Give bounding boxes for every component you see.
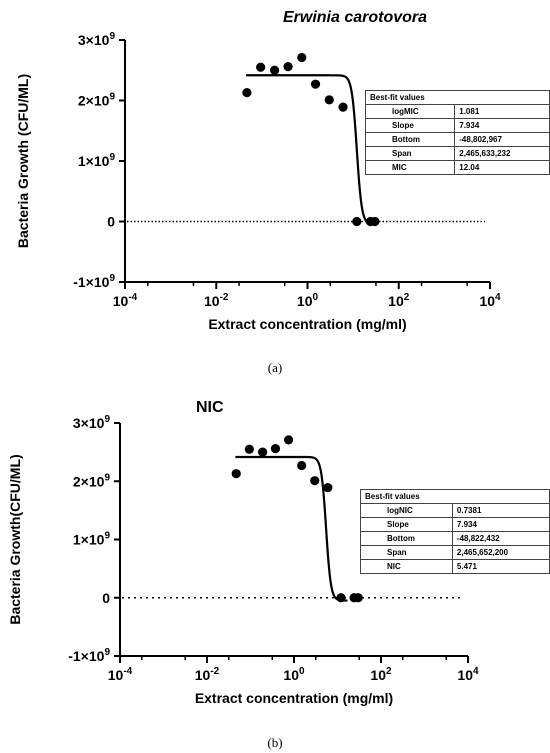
y-axis-label: Bacteria Growth (CFU/ML) <box>15 74 31 248</box>
table-key: logNIC <box>360 503 453 518</box>
table-key: Bottom <box>360 531 453 546</box>
x-tick-label: 10-4 <box>113 292 138 309</box>
table-key: Span <box>364 146 456 161</box>
table-key: Slope <box>360 517 453 532</box>
panel-a: Erwinia carotovora -1×109 0 1×109 2×109 3×109… <box>15 9 550 375</box>
data-point <box>244 444 254 454</box>
table-value: 7.934 <box>454 118 550 133</box>
table-key: Slope <box>364 118 456 133</box>
table-value: 12.04 <box>454 160 550 175</box>
data-point <box>338 102 348 112</box>
x-tick-label: 104 <box>479 292 501 309</box>
data-point <box>283 62 293 72</box>
table-value: 5.471 <box>451 559 550 574</box>
table-row: Bottom -48,822,432 <box>360 531 550 546</box>
x-axis-label: Extract concentration (mg/ml) <box>208 316 406 332</box>
table-header-row: Best-fit values <box>360 489 550 504</box>
data-point <box>323 483 333 493</box>
data-point <box>310 476 320 486</box>
y-tick-label: 3×109 <box>73 414 111 431</box>
best-fit-table-b: Best-fit values logNIC 0.7381 Slope 7.93… <box>360 489 550 574</box>
data-point <box>256 62 266 72</box>
table-key: NIC <box>360 559 453 574</box>
table-row: Bottom -48,802,967 <box>364 132 550 147</box>
table-row: MIC 12.04 <box>364 160 550 175</box>
data-point <box>370 216 380 227</box>
caption-b: (b) <box>267 735 283 750</box>
x-tick-label: 10-4 <box>108 666 133 683</box>
y-tick-label: 0 <box>107 214 115 230</box>
x-tick-label: 10-2 <box>204 292 229 309</box>
data-point <box>258 447 268 457</box>
fit-curve <box>246 74 377 226</box>
table-header-row: Best-fit values <box>365 90 550 105</box>
table-row: Slope 7.934 <box>360 517 550 532</box>
y-tick-label: 1×109 <box>73 531 111 548</box>
y-tick-label: 1×109 <box>78 152 116 169</box>
table-header: Best-fit values <box>360 489 550 504</box>
y-tick-label: 3×109 <box>78 31 116 48</box>
chart-a-svg: Erwinia carotovora -1×109 0 1×109 2×109 3×109… <box>15 9 501 332</box>
x-tick-label: 10-2 <box>195 666 220 683</box>
best-fit-table-a: Best-fit values logMIC 1.081 Slope 7.934… <box>364 90 550 175</box>
data-point <box>231 469 241 479</box>
y-tick-label: 0 <box>102 590 110 606</box>
table-row: Span 2,465,633,232 <box>364 146 550 161</box>
data-point <box>324 95 334 105</box>
caption-a: (a) <box>267 360 283 375</box>
x-tick-label: 104 <box>457 666 479 683</box>
data-point <box>269 65 280 75</box>
table-key: Span <box>360 545 453 560</box>
data-point <box>353 593 363 603</box>
table-row: logNIC 0.7381 <box>360 503 550 518</box>
data-point <box>336 593 346 603</box>
panel-b: NIC -1×109 0 1×109 2×109 3×109 10-4 10-2 100 102 1… <box>0 380 550 753</box>
table-value: 7.934 <box>451 517 550 532</box>
x-tick-label: 102 <box>370 666 392 683</box>
x-tick-label: 100 <box>283 666 305 683</box>
table-value: -48,802,967 <box>454 132 550 147</box>
table-value: 0.7381 <box>451 503 550 518</box>
chart-title: Erwinia carotovora <box>283 9 427 26</box>
fit-curve <box>235 455 348 602</box>
table-value: 1.081 <box>454 104 550 119</box>
table-value: 2,465,633,232 <box>454 146 550 161</box>
table-row: Slope 7.934 <box>364 118 550 133</box>
x-axis-label: Extract concentration (mg/ml) <box>195 690 393 706</box>
table-key: Bottom <box>364 132 456 147</box>
y-axis-label: Bacteria Growth(CFU/ML) <box>7 454 23 624</box>
table-key: MIC <box>364 160 456 175</box>
table-value: -48,822,432 <box>451 531 550 546</box>
data-point <box>270 444 281 454</box>
y-tick-label: 2×109 <box>73 472 111 489</box>
data-point <box>242 88 252 98</box>
table-key: logMIC <box>364 104 456 119</box>
table-row: logMIC 1.081 <box>364 104 550 119</box>
y-tick-label: -1×109 <box>73 273 115 290</box>
data-point <box>297 460 307 471</box>
table-header: Best-fit values <box>365 90 550 105</box>
data-point <box>310 79 321 89</box>
chart-b-svg: NIC -1×109 0 1×109 2×109 3×109 10-4 10-2 100 102 1… <box>7 399 479 706</box>
x-tick-label: 102 <box>388 292 410 309</box>
data-point <box>352 216 362 227</box>
y-tick-label: -1×109 <box>68 647 110 664</box>
data-point <box>297 52 307 63</box>
table-row: Span 2,465,652,200 <box>360 545 550 560</box>
chart-title: NIC <box>196 399 224 416</box>
x-tick-label: 100 <box>297 292 319 309</box>
table-value: 2,465,652,200 <box>451 545 550 560</box>
table-row: NIC 5.471 <box>360 559 550 574</box>
data-point <box>283 435 294 445</box>
y-tick-label: 2×109 <box>78 92 116 109</box>
